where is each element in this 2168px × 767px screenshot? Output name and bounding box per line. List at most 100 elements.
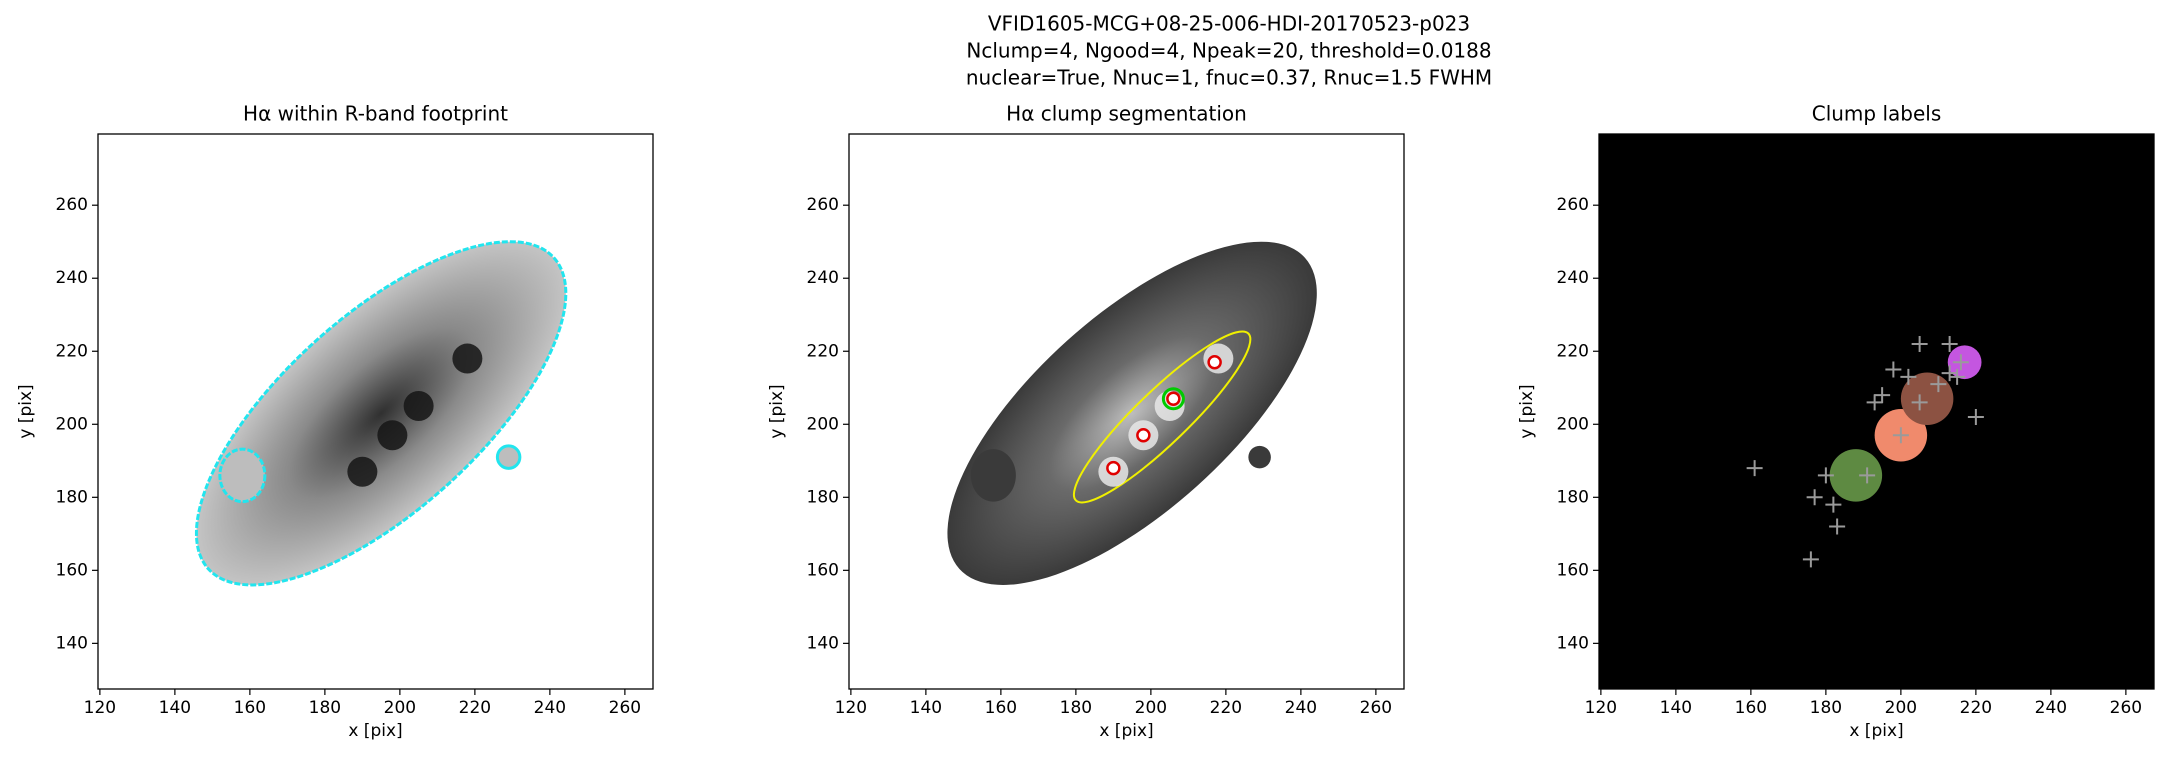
x-tick-label: 220	[1210, 698, 1242, 718]
x-tick-label: 140	[1660, 698, 1692, 718]
peak	[1802, 551, 1819, 568]
y-tick-label: 260	[1557, 195, 1589, 215]
y-tick-label: 200	[56, 414, 88, 434]
y-tick-label: 160	[807, 560, 839, 580]
x-tick-label: 200	[384, 698, 416, 718]
x-tick-label: 160	[985, 698, 1017, 718]
peak	[1941, 335, 1958, 352]
peak	[1885, 361, 1902, 378]
x-tick-label: 160	[1735, 698, 1767, 718]
peak	[1911, 394, 1928, 411]
y-tick-label: 160	[56, 560, 88, 580]
y-tick-label: 220	[807, 341, 839, 361]
nucleus-marker	[1161, 387, 1185, 411]
image	[1746, 335, 1984, 568]
peak	[1941, 365, 1958, 382]
panel-title: Hα within R-band footprint	[243, 102, 508, 126]
peak	[1900, 368, 1917, 385]
y-tick-label: 180	[56, 487, 88, 507]
y-tick-label: 200	[807, 414, 839, 434]
x-tick-label: 260	[1360, 698, 1392, 718]
y-tick-label: 240	[56, 268, 88, 288]
panel-title: Clump labels	[1812, 102, 1942, 126]
knot	[377, 420, 408, 451]
clump-marker	[1136, 427, 1151, 443]
contour	[1072, 330, 1252, 504]
galaxy-lobe	[218, 447, 267, 504]
y-axis-label: y [pix]	[1517, 384, 1537, 438]
x-tick-label: 260	[609, 698, 641, 718]
peak	[1746, 460, 1763, 477]
x-axis-label: x [pix]	[1099, 721, 1153, 741]
peak	[1930, 376, 1947, 393]
y-tick-label: 140	[1557, 633, 1589, 653]
x-tick-label: 140	[910, 698, 942, 718]
y-tick-label: 220	[56, 341, 88, 361]
panel-title: Hα clump segmentation	[1006, 102, 1247, 126]
x-tick-label: 240	[2035, 698, 2067, 718]
y-axis-label: y [pix]	[767, 384, 787, 438]
peak	[1911, 335, 1928, 352]
x-tick-label: 200	[1135, 698, 1167, 718]
y-tick-label: 260	[807, 195, 839, 215]
y-tick-label: 140	[807, 633, 839, 653]
x-axis-label: x [pix]	[348, 721, 402, 741]
suptitle: VFID1605-MCG+08-25-006-HDI-20170523-p023	[988, 12, 1470, 36]
suptitle: nuclear=True, Nnuc=1, fnuc=0.37, Rnuc=1.…	[966, 66, 1492, 90]
x-tick-label: 180	[1060, 698, 1092, 718]
clump-marker	[1106, 460, 1121, 476]
peak	[1892, 427, 1909, 444]
image	[947, 241, 1317, 585]
y-tick-label: 220	[1557, 341, 1589, 361]
axes-frame	[848, 133, 1405, 690]
x-tick-label: 120	[84, 698, 116, 718]
y-axis-label: y [pix]	[16, 384, 36, 438]
x-tick-label: 180	[309, 698, 341, 718]
y-tick-label: 260	[56, 195, 88, 215]
peak	[1817, 467, 1834, 484]
x-tick-label: 180	[1810, 698, 1842, 718]
x-tick-label: 120	[835, 698, 867, 718]
peak	[1874, 387, 1891, 404]
clump	[1900, 372, 1954, 425]
x-tick-label: 220	[459, 698, 491, 718]
peak	[1806, 489, 1823, 506]
plot-background	[1599, 134, 2154, 689]
peak	[1967, 408, 1984, 425]
peak	[1952, 354, 1969, 371]
y-tick-label: 240	[807, 268, 839, 288]
galaxy-lobe	[495, 444, 522, 470]
clump-marker	[1207, 354, 1222, 370]
peak	[1949, 368, 1966, 385]
x-tick-label: 240	[534, 698, 566, 718]
knot	[347, 456, 378, 487]
x-axis-label: x [pix]	[1849, 721, 1903, 741]
axes-frame	[97, 133, 654, 690]
clump-marker	[1166, 391, 1181, 406]
peak	[1829, 518, 1846, 535]
suptitle: Nclump=4, Ngood=4, Npeak=20, threshold=0…	[966, 39, 1491, 63]
galaxy-lobe	[970, 449, 1016, 502]
peak	[1866, 394, 1883, 411]
y-tick-label: 180	[1557, 487, 1589, 507]
axes-frame	[1598, 133, 2155, 690]
knot	[403, 391, 434, 422]
x-tick-label: 220	[1960, 698, 1992, 718]
x-tick-label: 260	[2110, 698, 2142, 718]
galaxy-lobe	[1248, 445, 1271, 469]
image	[194, 240, 568, 587]
y-tick-label: 180	[807, 487, 839, 507]
y-tick-label: 200	[1557, 414, 1589, 434]
peak	[1825, 496, 1842, 513]
knot	[452, 343, 483, 374]
y-tick-label: 160	[1557, 560, 1589, 580]
galaxy	[194, 240, 568, 587]
y-tick-label: 240	[1557, 268, 1589, 288]
peak	[1859, 467, 1876, 484]
x-tick-label: 160	[234, 698, 266, 718]
x-tick-label: 200	[1885, 698, 1917, 718]
x-tick-label: 140	[159, 698, 191, 718]
clump	[1829, 449, 1883, 502]
x-tick-label: 120	[1585, 698, 1617, 718]
